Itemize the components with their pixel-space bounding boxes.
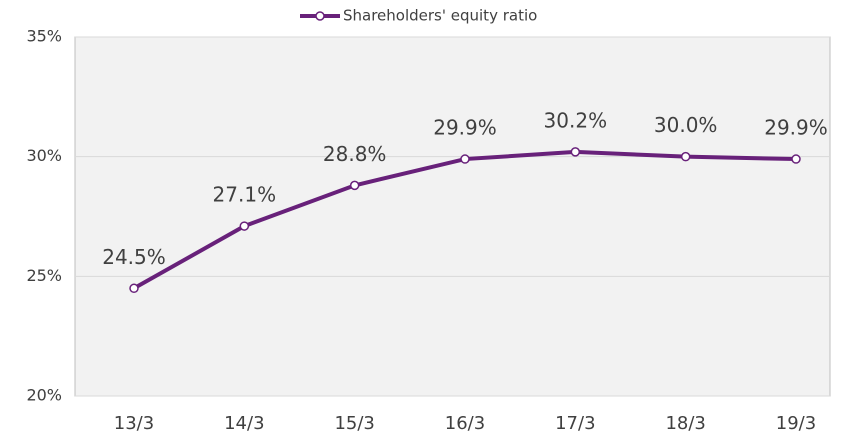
- x-tick-label: 14/3: [224, 413, 264, 434]
- x-tick-label: 16/3: [445, 413, 485, 434]
- y-tick-label: 30%: [26, 146, 62, 165]
- y-tick-label: 35%: [26, 27, 62, 46]
- data-label: 30.0%: [654, 113, 718, 137]
- data-label: 27.1%: [213, 183, 277, 207]
- data-label: 24.5%: [102, 245, 166, 269]
- point: [239, 221, 250, 231]
- data-label: 30.2%: [544, 108, 608, 132]
- point: [349, 180, 360, 191]
- point: [570, 147, 581, 157]
- legend-label: Shareholders' equity ratio: [343, 7, 537, 25]
- data-label: 29.9%: [764, 116, 828, 140]
- data-label: 29.9%: [433, 116, 497, 140]
- point: [791, 154, 801, 164]
- y-tick-label: 25%: [26, 266, 62, 285]
- x-tick-label: 15/3: [334, 413, 374, 434]
- point: [129, 283, 139, 294]
- plot-area: [74, 36, 831, 397]
- x-tick-label: 18/3: [665, 413, 705, 434]
- legend-marker: [315, 11, 325, 21]
- x-tick-label: 19/3: [776, 413, 816, 434]
- y-tick-label: 20%: [26, 386, 62, 405]
- point: [680, 151, 691, 162]
- data-label: 28.8%: [323, 142, 387, 166]
- point: [460, 154, 470, 164]
- x-tick-label: 17/3: [555, 413, 595, 434]
- x-tick-label: 13/3: [114, 413, 154, 434]
